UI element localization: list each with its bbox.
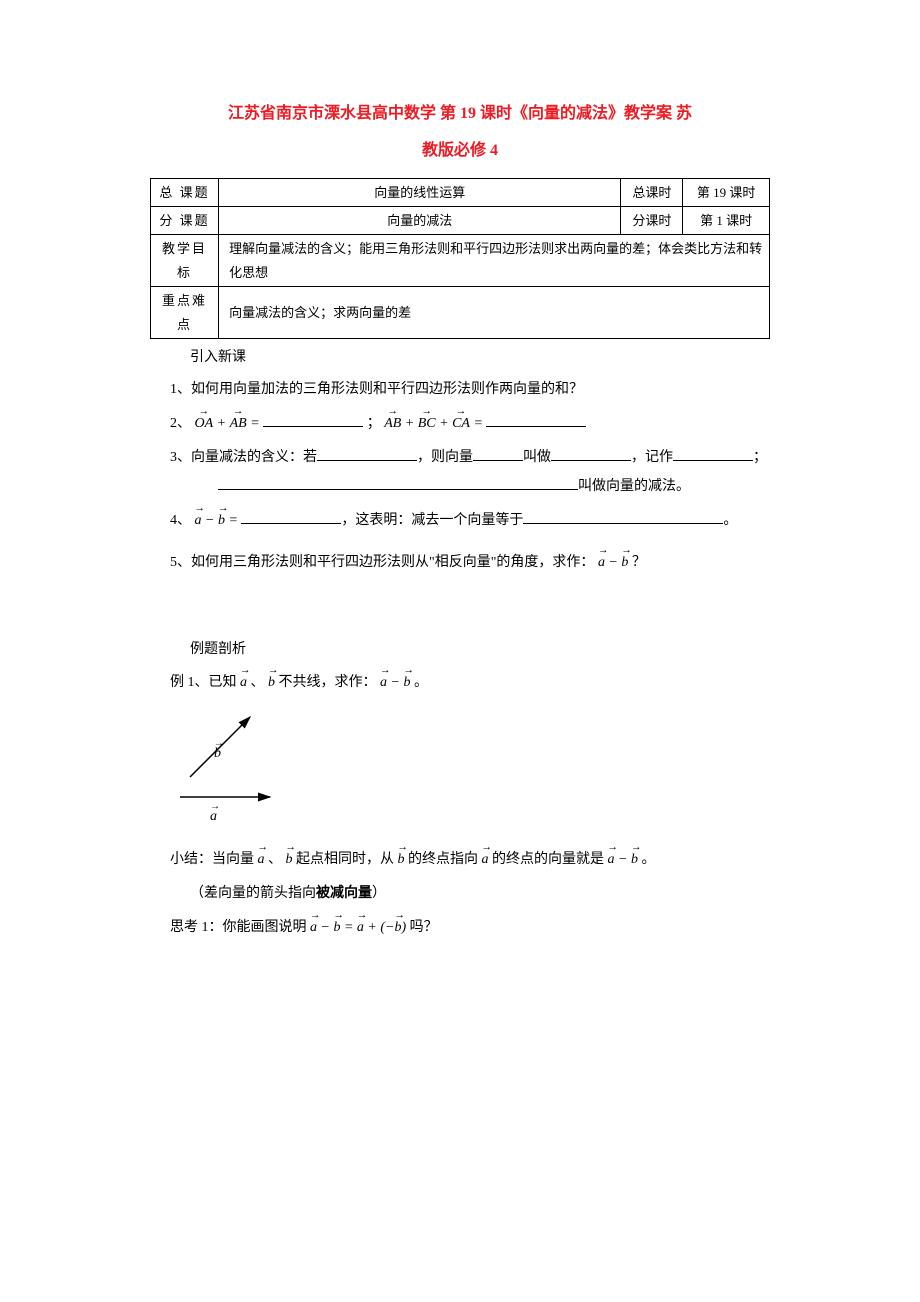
vector-diagram: b → a → xyxy=(180,707,770,836)
thinking-1: 思考 1：你能画图说明 a − b = a + (−b) 吗？ xyxy=(170,914,770,942)
cell-value: 向量减法的含义；求两向量的差 xyxy=(219,287,770,339)
svg-text:→: → xyxy=(214,738,224,749)
blank-fill xyxy=(317,447,417,461)
vector-b: b xyxy=(268,669,275,697)
blank-fill xyxy=(486,413,586,427)
blank-fill xyxy=(673,447,753,461)
vector-OA: OA xyxy=(195,410,214,438)
question-2: 2、 OA + AB = ； AB + BC + CA = xyxy=(170,410,770,438)
note: （差向量的箭头指向被减向量） xyxy=(170,880,770,908)
vector-AB: AB xyxy=(384,410,401,438)
cell-value: 第 19 课时 xyxy=(683,178,770,206)
table-row: 教学目标 理解向量减法的含义；能用三角形法则和平行四边形法则求出两向量的差；体会… xyxy=(151,235,770,287)
svg-text:→: → xyxy=(210,801,220,812)
table-row: 分 课题 向量的减法 分课时 第 1 课时 xyxy=(151,206,770,234)
cell-label: 总课时 xyxy=(621,178,683,206)
cell-label: 教学目标 xyxy=(151,235,219,287)
summary: 小结：当向量 a 、 b 起点相同时，从 b 的终点指向 a 的终点的向量就是 … xyxy=(170,846,770,874)
vector-BC: BC xyxy=(418,410,436,438)
info-table: 总 课题 向量的线性运算 总课时 第 19 课时 分 课题 向量的减法 分课时 … xyxy=(150,178,770,339)
blank-fill xyxy=(551,447,631,461)
cell-label: 分课时 xyxy=(621,206,683,234)
note-bold: 被减向量 xyxy=(316,886,372,901)
vector-b: b xyxy=(631,846,638,874)
blank-fill xyxy=(523,510,723,524)
table-row: 总 课题 向量的线性运算 总课时 第 19 课时 xyxy=(151,178,770,206)
vector-CA: CA xyxy=(452,410,470,438)
vector-b: b xyxy=(218,507,225,535)
question-3: 3、向量减法的含义：若，则向量叫做，记作； xyxy=(170,444,770,472)
section-intro: 引入新课 xyxy=(170,345,770,370)
cell-value: 第 1 课时 xyxy=(683,206,770,234)
cell-value: 向量的减法 xyxy=(219,206,621,234)
question-4: 4、 a − b = ，这表明：减去一个向量等于。 xyxy=(170,507,770,535)
vector-a: a xyxy=(310,914,317,942)
blank-fill xyxy=(218,476,578,490)
vector-neg-b: b xyxy=(394,914,401,942)
vector-b: b xyxy=(403,669,410,697)
table-row: 重点难点 向量减法的含义；求两向量的差 xyxy=(151,287,770,339)
vector-a: a xyxy=(258,846,265,874)
vector-a: a xyxy=(608,846,615,874)
vector-a: a xyxy=(598,549,605,577)
vector-a: a xyxy=(240,669,247,697)
question-1: 1、如何用向量加法的三角形法则和平行四边形法则作两向量的和？ xyxy=(170,376,770,404)
diagram-svg: b → a → xyxy=(180,707,300,827)
cell-value: 向量的线性运算 xyxy=(219,178,621,206)
cell-label: 重点难点 xyxy=(151,287,219,339)
blank-fill xyxy=(263,413,363,427)
cell-value: 理解向量减法的含义；能用三角形法则和平行四边形法则求出两向量的差；体会类比方法和… xyxy=(219,235,770,287)
vector-a: a xyxy=(357,914,364,942)
vector-a: a xyxy=(195,507,202,535)
question-3-line2: 叫做向量的减法。 xyxy=(170,474,770,499)
vector-b: b xyxy=(333,914,340,942)
vector-a: a xyxy=(482,846,489,874)
vector-a: a xyxy=(380,669,387,697)
content-body: 引入新课 1、如何用向量加法的三角形法则和平行四边形法则作两向量的和？ 2、 O… xyxy=(150,345,770,942)
section-examples: 例题剖析 xyxy=(170,637,770,662)
question-5: 5、如何用三角形法则和平行四边形法则从"相反向量"的角度，求作： a − b ？ xyxy=(170,549,770,577)
document-title-line2: 教版必修 4 xyxy=(150,137,770,166)
cell-label: 分 课题 xyxy=(151,206,219,234)
document-title-line1: 江苏省南京市溧水县高中数学 第 19 课时《向量的减法》教学案 苏 xyxy=(150,100,770,129)
vector-b: b xyxy=(286,846,293,874)
blank-fill xyxy=(241,510,341,524)
example-1: 例 1、已知 a 、 b 不共线，求作： a − b 。 xyxy=(170,669,770,697)
vector-AB: AB xyxy=(230,410,247,438)
blank-fill xyxy=(473,447,523,461)
vector-b: b xyxy=(398,846,405,874)
vector-b: b xyxy=(621,549,628,577)
cell-label: 总 课题 xyxy=(151,178,219,206)
